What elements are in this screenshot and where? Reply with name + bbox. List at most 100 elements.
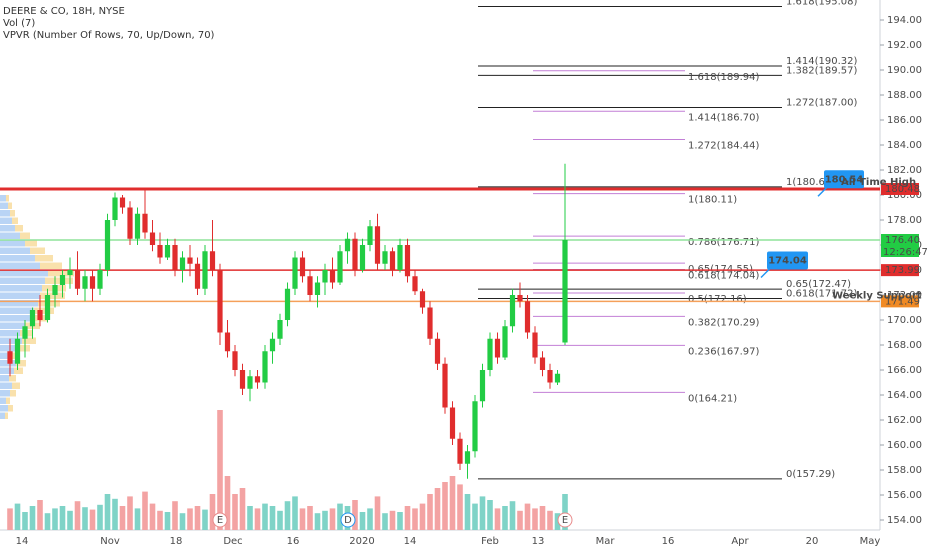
volume-bar	[329, 508, 336, 530]
candle-body	[449, 407, 456, 439]
x-tick-label: Mar	[596, 536, 616, 547]
candle-body	[194, 263, 201, 289]
candle-body	[299, 257, 306, 277]
volume-bar	[209, 494, 216, 530]
volume-bar	[179, 513, 186, 530]
volume-bar	[262, 503, 268, 530]
fib-label: 1.272(187.00)	[786, 98, 858, 109]
vpvr-up	[0, 382, 12, 389]
vpvr-down	[5, 412, 8, 419]
volume-bar	[382, 513, 388, 530]
fib-label: 1.618(189.94)	[688, 72, 760, 83]
countdown-box	[881, 246, 919, 257]
volume-bar	[397, 512, 403, 530]
candle-body	[412, 276, 418, 292]
candle-body	[82, 276, 88, 289]
y-tick-label: 180.00	[887, 190, 922, 201]
fib-label: 1.272(184.44)	[688, 141, 760, 152]
candle-body	[352, 238, 358, 270]
candle-body	[562, 240, 568, 343]
vpvr-up	[0, 397, 6, 404]
price-tag	[881, 234, 919, 246]
volume-bar	[487, 500, 493, 530]
candle-body	[119, 197, 126, 208]
vpvr-down	[34, 307, 54, 314]
candle-body	[22, 326, 28, 339]
fib-label: 0.382(170.29)	[688, 317, 760, 328]
vpvr-up	[0, 390, 10, 397]
volume-bar	[82, 507, 88, 530]
candle-body	[464, 451, 471, 464]
x-tick-label: 14	[16, 536, 29, 547]
x-tick-label: 18	[170, 536, 183, 547]
volume-bar	[472, 503, 478, 530]
candle-body	[134, 213, 141, 239]
volume-bar	[22, 512, 28, 530]
annotation: All Time High	[841, 177, 916, 188]
volume-bar	[67, 510, 73, 530]
y-tick-label: 166.00	[887, 365, 922, 376]
vpvr-down	[16, 360, 26, 367]
candle-body	[187, 257, 193, 264]
candle-body	[74, 270, 81, 289]
candle-body	[419, 291, 426, 308]
candle-body	[322, 270, 328, 283]
y-tick-label: 192.00	[887, 40, 922, 51]
volume-bar	[254, 508, 261, 530]
vpvr-down	[8, 405, 13, 412]
y-tick-label: 178.00	[887, 215, 922, 226]
vpvr-up	[0, 240, 25, 247]
y-tick-label: 182.00	[887, 165, 922, 176]
x-tick-label: 16	[662, 536, 675, 547]
vpvr-up	[0, 345, 18, 352]
volume-bar	[284, 501, 291, 530]
vpvr-down	[40, 292, 65, 299]
candle-body	[427, 307, 433, 339]
volume-bar	[202, 509, 208, 530]
price-tag-label: 173.99	[885, 265, 920, 276]
volume-bar	[367, 508, 373, 530]
candle-body	[277, 320, 283, 339]
annotation: Weekly Support	[832, 290, 922, 301]
vpvr-down	[20, 232, 30, 239]
volume-bar	[494, 508, 501, 530]
horizontal-lines	[0, 187, 880, 303]
volume-bar	[292, 496, 298, 530]
fib-label: 1(180.11)	[688, 195, 737, 206]
y-tick-label: 154.00	[887, 515, 922, 526]
candle-body	[487, 338, 493, 370]
fib-label: 1.414(186.70)	[688, 112, 760, 123]
y-tick-label: 160.00	[887, 440, 922, 451]
volume	[7, 410, 568, 530]
volume-bar	[269, 506, 276, 530]
vpvr-down	[18, 345, 30, 352]
x-tick-label: May	[860, 536, 881, 547]
x-tick-label: 16	[287, 536, 300, 547]
price-tag-label: 171.49	[885, 296, 920, 307]
vpvr-down	[6, 397, 10, 404]
fib-label: 0.65(172.47)	[786, 279, 851, 290]
volume-bar	[389, 510, 396, 530]
volume-bar	[134, 508, 141, 530]
vpvr-down	[35, 255, 53, 262]
vpvr-down	[30, 247, 45, 254]
volume-bar	[97, 504, 103, 530]
vpvr-down	[45, 277, 73, 284]
vpvr-up	[0, 270, 48, 277]
volume-bar	[299, 508, 306, 530]
volume-bar	[247, 506, 253, 530]
candle-body	[344, 238, 351, 252]
vpvr-up	[0, 262, 40, 269]
candle-body	[7, 351, 13, 364]
volume-bar	[374, 496, 381, 530]
volume-bar	[427, 494, 433, 530]
candle-body	[239, 370, 246, 389]
volume-bar	[449, 476, 456, 530]
candle-body	[37, 310, 43, 320]
y-tick-label: 190.00	[887, 65, 922, 76]
volume-bar	[502, 506, 508, 530]
vpvr-down	[22, 337, 36, 344]
indicator-label: VPVR (Number Of Rows, 70, Up/Down, 70)	[3, 30, 215, 41]
volume-bar	[412, 508, 418, 530]
